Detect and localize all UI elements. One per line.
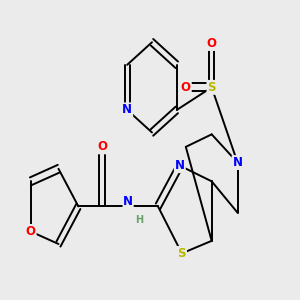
Text: S: S <box>178 247 186 260</box>
Text: S: S <box>207 81 216 94</box>
Text: O: O <box>207 37 217 50</box>
Text: O: O <box>97 140 107 153</box>
Text: N: N <box>175 159 185 172</box>
Text: N: N <box>232 156 242 169</box>
Text: N: N <box>122 103 132 116</box>
Text: O: O <box>26 225 36 238</box>
Text: H: H <box>135 215 143 225</box>
Text: N: N <box>123 195 133 208</box>
Text: O: O <box>181 81 191 94</box>
